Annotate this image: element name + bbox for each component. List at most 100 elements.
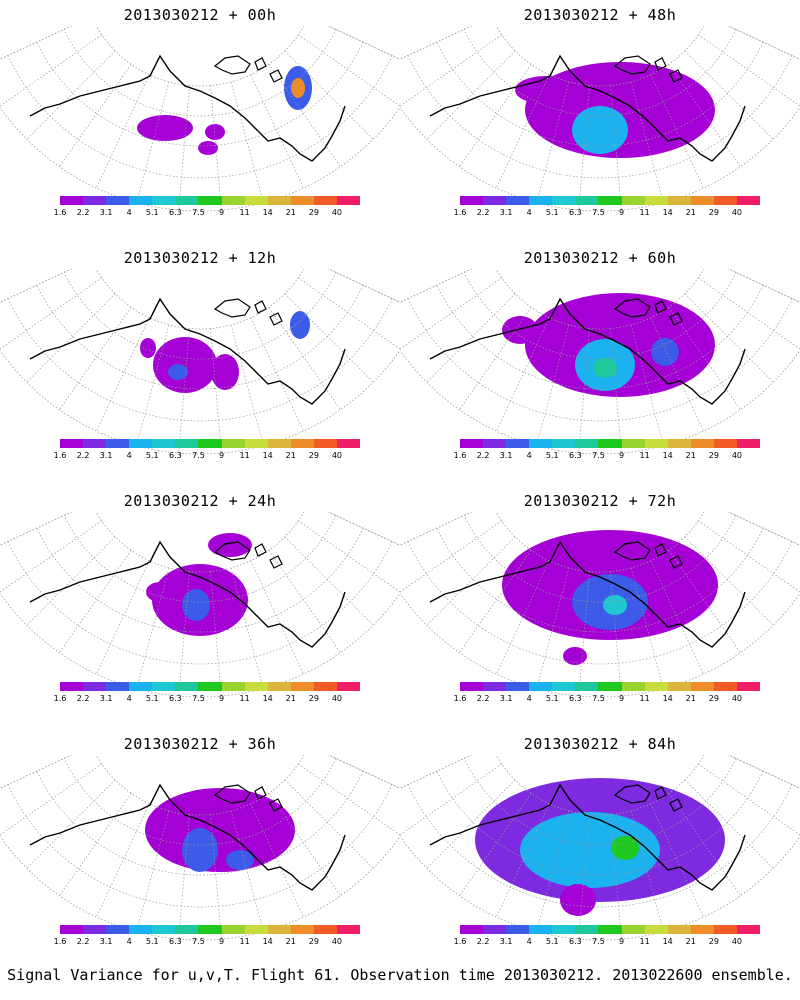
colorbar-tick-label: 9 [218, 208, 225, 217]
colorbar-swatch [198, 439, 223, 448]
colorbar-tick-label: 6.3 [569, 208, 582, 217]
coastline [429, 54, 746, 162]
colorbar-tick-label: 1.6 [453, 451, 467, 460]
colorbar-tick-label: 14 [662, 694, 673, 703]
colorbar-swatch [483, 439, 507, 448]
colorbar-tick-label: 29 [308, 208, 319, 217]
variance-blob [146, 582, 174, 602]
map-panel: 2013030212 + 24h 1.6 2.2 3.1 4 5.1 6.3 7.5 9 11 14… [0, 486, 400, 726]
colorbar-tick-label: 29 [708, 937, 719, 946]
colorbar-tick-label: 7.5 [592, 694, 605, 703]
colorbar-swatch [244, 439, 269, 448]
colorbar-tick-label: 21 [285, 694, 296, 703]
colorbar-swatch [736, 925, 761, 934]
colorbar-swatch [460, 925, 484, 934]
colorbar-tick-label: 1.6 [453, 937, 467, 946]
polar-map [0, 512, 400, 698]
colorbar-swatch [483, 682, 507, 691]
variance-blob [560, 884, 596, 916]
colorbar-tick-label: 21 [685, 208, 696, 217]
panel-title: 2013030212 + 24h [123, 492, 277, 510]
colorbar-swatch [83, 925, 107, 934]
graticule [0, 755, 400, 940]
colorbar-swatch [483, 196, 507, 205]
colorbar-swatch [552, 439, 576, 448]
colorbar-tick-label: 9 [218, 937, 225, 946]
colorbar-swatch [483, 925, 507, 934]
panel-title: 2013030212 + 72h [523, 492, 677, 510]
colorbar-tick-label: 6.3 [169, 451, 182, 460]
arctic-islands [213, 541, 283, 569]
colorbar-tick-label: 5.1 [145, 208, 159, 217]
colorbar-swatch [175, 682, 199, 691]
colorbar-tick-label: 4 [126, 208, 132, 217]
colorbar-swatch [129, 196, 153, 205]
colorbar-swatch [175, 196, 199, 205]
colorbar-swatch [621, 925, 646, 934]
colorbar-tick-label: 29 [308, 451, 319, 460]
variance-blob [651, 338, 679, 366]
coastline [29, 540, 346, 648]
colorbar-swatch [244, 196, 269, 205]
variance-field [137, 66, 312, 155]
variance-blob [291, 78, 305, 98]
colorbar-tick-label: 40 [731, 451, 743, 460]
colorbar-tick-label: 2.2 [76, 694, 90, 703]
colorbar-tick-label: 14 [262, 937, 273, 946]
colorbar-swatch [690, 682, 715, 691]
arctic-islands [613, 784, 683, 812]
colorbar-swatch [152, 925, 176, 934]
map-panel: 2013030212 + 60h 1.6 2.2 3.1 4 5.1 6.3 7.5 9 11 14… [400, 243, 800, 483]
coastline [29, 54, 346, 162]
colorbar-swatch [313, 196, 338, 205]
colorbar: 1.6 2.2 3.1 4 5.1 6.3 7.5 9 11 14 21 29 40 [454, 682, 761, 718]
colorbar-swatch [644, 439, 669, 448]
polar-map [400, 269, 800, 455]
colorbar: 1.6 2.2 3.1 4 5.1 6.3 7.5 9 11 14 21 29 40 [454, 439, 761, 475]
colorbar-tick-label: 1.6 [53, 451, 67, 460]
variance-blob [563, 647, 587, 665]
variance-blob [226, 850, 254, 870]
colorbar-tick-label: 21 [285, 208, 296, 217]
colorbar-swatch [336, 196, 361, 205]
colorbar-swatch [106, 439, 130, 448]
colorbar-tick-label: 7.5 [192, 694, 205, 703]
colorbar-tick-label: 9 [618, 937, 625, 946]
colorbar-swatch [198, 196, 223, 205]
colorbar-swatch [713, 196, 738, 205]
colorbar-tick-label: 14 [262, 208, 273, 217]
colorbar-tick-label: 5.1 [545, 937, 559, 946]
colorbar-tick-label: 21 [685, 694, 696, 703]
graticule [400, 755, 800, 940]
panel-title: 2013030212 + 84h [523, 735, 677, 753]
colorbar-tick-label: 11 [639, 451, 650, 460]
colorbar-swatch [667, 925, 692, 934]
variance-blob [137, 115, 193, 141]
colorbar-tick-label: 5.1 [145, 451, 159, 460]
colorbar-tick-label: 4 [526, 694, 532, 703]
colorbar: 1.6 2.2 3.1 4 5.1 6.3 7.5 9 11 14 21 29 40 [54, 925, 361, 961]
colorbar-tick-label: 40 [331, 208, 343, 217]
colorbar-swatch [529, 682, 553, 691]
variance-blob [593, 358, 617, 378]
colorbar-swatch [598, 925, 623, 934]
arctic-islands [213, 784, 283, 812]
map-boundary [400, 512, 800, 698]
colorbar-tick-label: 1.6 [453, 208, 467, 217]
colorbar-swatch [713, 925, 738, 934]
colorbar-tick-label: 14 [662, 937, 673, 946]
colorbar-swatch [460, 682, 484, 691]
colorbar-swatch [129, 682, 153, 691]
variance-blob [611, 836, 639, 860]
panel-title: 2013030212 + 00h [123, 6, 277, 24]
colorbar-swatch [336, 925, 361, 934]
colorbar-tick-label: 3.1 [99, 208, 113, 217]
variance-blob [502, 316, 538, 344]
colorbar-swatch [83, 439, 107, 448]
colorbar-swatch [506, 439, 530, 448]
colorbar-tick-label: 40 [331, 451, 343, 460]
colorbar-swatch [552, 682, 576, 691]
colorbar-tick-label: 4 [526, 937, 532, 946]
colorbar-tick-label: 29 [308, 937, 319, 946]
colorbar-tick-label: 6.3 [569, 937, 582, 946]
